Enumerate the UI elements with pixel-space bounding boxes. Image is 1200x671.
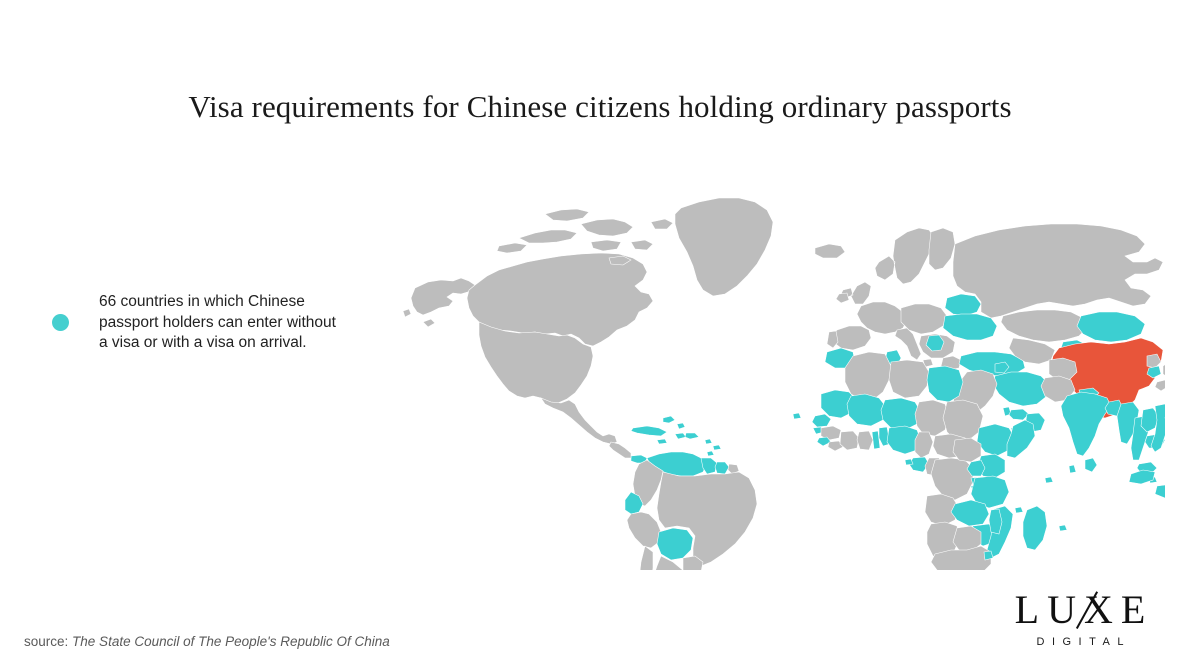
country-liberia [827, 440, 844, 452]
legend-swatch-visa-free [52, 314, 69, 332]
country-peru [626, 511, 662, 549]
country-sierra-leone [816, 436, 832, 447]
country-bolivia [656, 527, 694, 561]
country-turkey [958, 351, 1026, 377]
country-sri-lanka [1084, 457, 1098, 473]
brand-logo-tagline: DIGITAL [1036, 636, 1131, 648]
country-somalia [1006, 419, 1036, 459]
source-note: source: The State Council of The People'… [24, 634, 390, 649]
country-comoros [1014, 506, 1024, 514]
country-suriname [714, 461, 730, 475]
country-india [1060, 391, 1112, 457]
country-united-states [478, 321, 594, 404]
country-united-kingdom [840, 281, 872, 305]
country-laos [1140, 407, 1160, 433]
country-colombia [632, 459, 664, 507]
brand-logo: LUXE DIGITAL [1000, 588, 1160, 650]
country-niger [880, 397, 922, 431]
country-madagascar [1022, 505, 1048, 551]
country-mexico [540, 397, 618, 445]
country-egypt [926, 365, 964, 403]
country-ukraine [942, 313, 998, 341]
country-myanmar [1116, 401, 1140, 445]
source-label: source: [24, 634, 69, 649]
country-uganda [966, 459, 986, 477]
country-dominica [706, 450, 715, 457]
country-south-sudan [952, 437, 982, 463]
world-map-svg [402, 197, 1165, 570]
country-japan [1154, 364, 1165, 392]
country-kazakhstan [1000, 309, 1088, 343]
country-bahamas [662, 415, 686, 430]
country-sudan [942, 399, 984, 441]
country-russia [952, 223, 1164, 319]
country-brazil [656, 471, 758, 567]
country-united-states-alaska [402, 277, 476, 328]
country-maldives [1068, 464, 1077, 474]
country-cameroon [914, 431, 934, 459]
country-paraguay [682, 555, 704, 570]
brand-logo-wordmark: LUXE [1000, 588, 1160, 632]
country-argentina [655, 555, 684, 570]
country-zambia [950, 499, 990, 527]
country-mauritius [1058, 524, 1068, 532]
country-ghana [856, 430, 874, 451]
country-ireland [835, 292, 850, 304]
country-algeria [844, 351, 892, 401]
country-malawi [988, 508, 1003, 535]
region-central-europe [900, 303, 948, 335]
country-armenia [994, 361, 1010, 374]
brand-logo-wordmark-text: LUXE [1014, 587, 1154, 632]
page-title: Visa requirements for Chinese citizens h… [188, 88, 1012, 124]
country-dominican-republic [684, 432, 700, 440]
country-finland [928, 227, 956, 271]
country-north-korea [1146, 353, 1162, 369]
region-central-asia [1008, 337, 1056, 365]
legend: 66 countries in which Chinese passport h… [52, 292, 352, 354]
country-barbados [704, 438, 722, 451]
country-tanzania [970, 475, 1010, 509]
country-togo [871, 430, 881, 450]
country-seychelles [1044, 476, 1054, 484]
world-map [395, 170, 1165, 570]
country-south-korea [1146, 365, 1162, 379]
country-jamaica [656, 438, 668, 445]
country-dr-congo [930, 457, 974, 501]
country-united-arab-emirates [1008, 408, 1030, 421]
country-mongolia [1076, 311, 1146, 343]
country-indonesia [1128, 469, 1165, 499]
region-canadian-arctic-islands [496, 208, 674, 266]
country-serbia [925, 334, 945, 352]
country-senegal [811, 413, 832, 428]
country-cuba [630, 425, 668, 437]
country-chad [914, 399, 950, 437]
legend-label-visa-free: 66 countries in which Chinese passport h… [99, 293, 336, 351]
region-central-america [608, 441, 632, 459]
country-iran [992, 371, 1050, 407]
country-guyana [700, 457, 718, 475]
country-iceland [814, 243, 846, 259]
country-portugal [826, 330, 839, 349]
country-sao-tome-and-principe [904, 458, 914, 466]
country-libya [888, 359, 930, 399]
country-mali [846, 393, 888, 427]
source-value: The State Council of The People's Republ… [72, 634, 390, 649]
country-haiti [674, 432, 687, 440]
country-afghanistan [1048, 357, 1078, 381]
region-scandinavia [874, 227, 936, 285]
country-cape-verde [792, 412, 802, 420]
country-angola [924, 493, 960, 527]
country-eswatini [983, 550, 994, 561]
country-vietnam [1150, 403, 1165, 453]
country-ivory-coast [839, 430, 860, 451]
country-south-africa [930, 545, 992, 570]
country-guinea [820, 425, 842, 441]
country-belarus [944, 293, 982, 317]
country-greenland [674, 197, 774, 297]
country-chile [639, 545, 654, 570]
